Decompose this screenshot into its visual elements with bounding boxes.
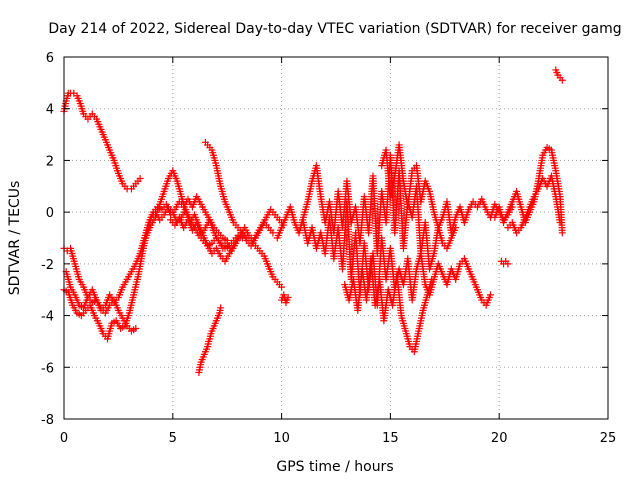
data-point [486, 291, 494, 299]
x-tick-label: 5 [169, 431, 177, 446]
data-point [132, 325, 140, 332]
y-tick-label: -2 [41, 258, 54, 273]
series-arc-8 [195, 304, 225, 376]
series-arc-4 [62, 268, 140, 335]
data-point [428, 275, 436, 283]
y-tick-label: -4 [41, 310, 54, 325]
data-point [504, 260, 512, 268]
series-arc-13 [378, 141, 460, 252]
data-point [284, 293, 292, 301]
data-point [136, 175, 144, 183]
data-point [217, 304, 225, 312]
series-arc-16 [497, 257, 512, 268]
data-points [60, 66, 566, 376]
series-arc-9 [278, 291, 292, 307]
y-tick-label: 6 [46, 51, 54, 66]
chart-title: Day 214 of 2022, Sidereal Day-to-day VTE… [48, 21, 621, 37]
series-arc-15 [504, 172, 564, 237]
data-point [556, 218, 564, 226]
x-tick-label: 10 [273, 431, 290, 446]
x-axis-label: GPS time / hours [276, 459, 393, 475]
x-tick-label: 15 [382, 431, 399, 446]
x-tick-label: 0 [60, 431, 68, 446]
series-arc-17 [552, 66, 566, 84]
x-tick-label: 25 [600, 431, 617, 446]
data-point [452, 224, 460, 232]
data-point [558, 229, 566, 237]
series-arc-12 [341, 255, 436, 356]
y-tick-label: -8 [41, 413, 54, 428]
x-tick-label: 20 [491, 431, 508, 446]
data-point [269, 229, 277, 237]
y-tick-label: -6 [41, 361, 54, 376]
series-arc-3 [60, 203, 246, 343]
series-arc-6 [167, 206, 288, 255]
data-point [558, 76, 566, 84]
data-point [278, 283, 286, 291]
series-arc-7 [201, 138, 286, 291]
y-tick-label: 2 [46, 154, 54, 169]
plot-frame [63, 56, 609, 420]
y-tick-label: 0 [46, 206, 54, 221]
axis-ticks: 0 5 10 15 20 25 -8 -6 -4 -2 0 2 4 6 [41, 51, 616, 446]
series-arc-5 [138, 167, 277, 265]
y-tick-label: 4 [46, 103, 54, 118]
y-axis-label: SDTVAR / TECUs [7, 181, 23, 296]
series-arc-1 [60, 89, 144, 193]
